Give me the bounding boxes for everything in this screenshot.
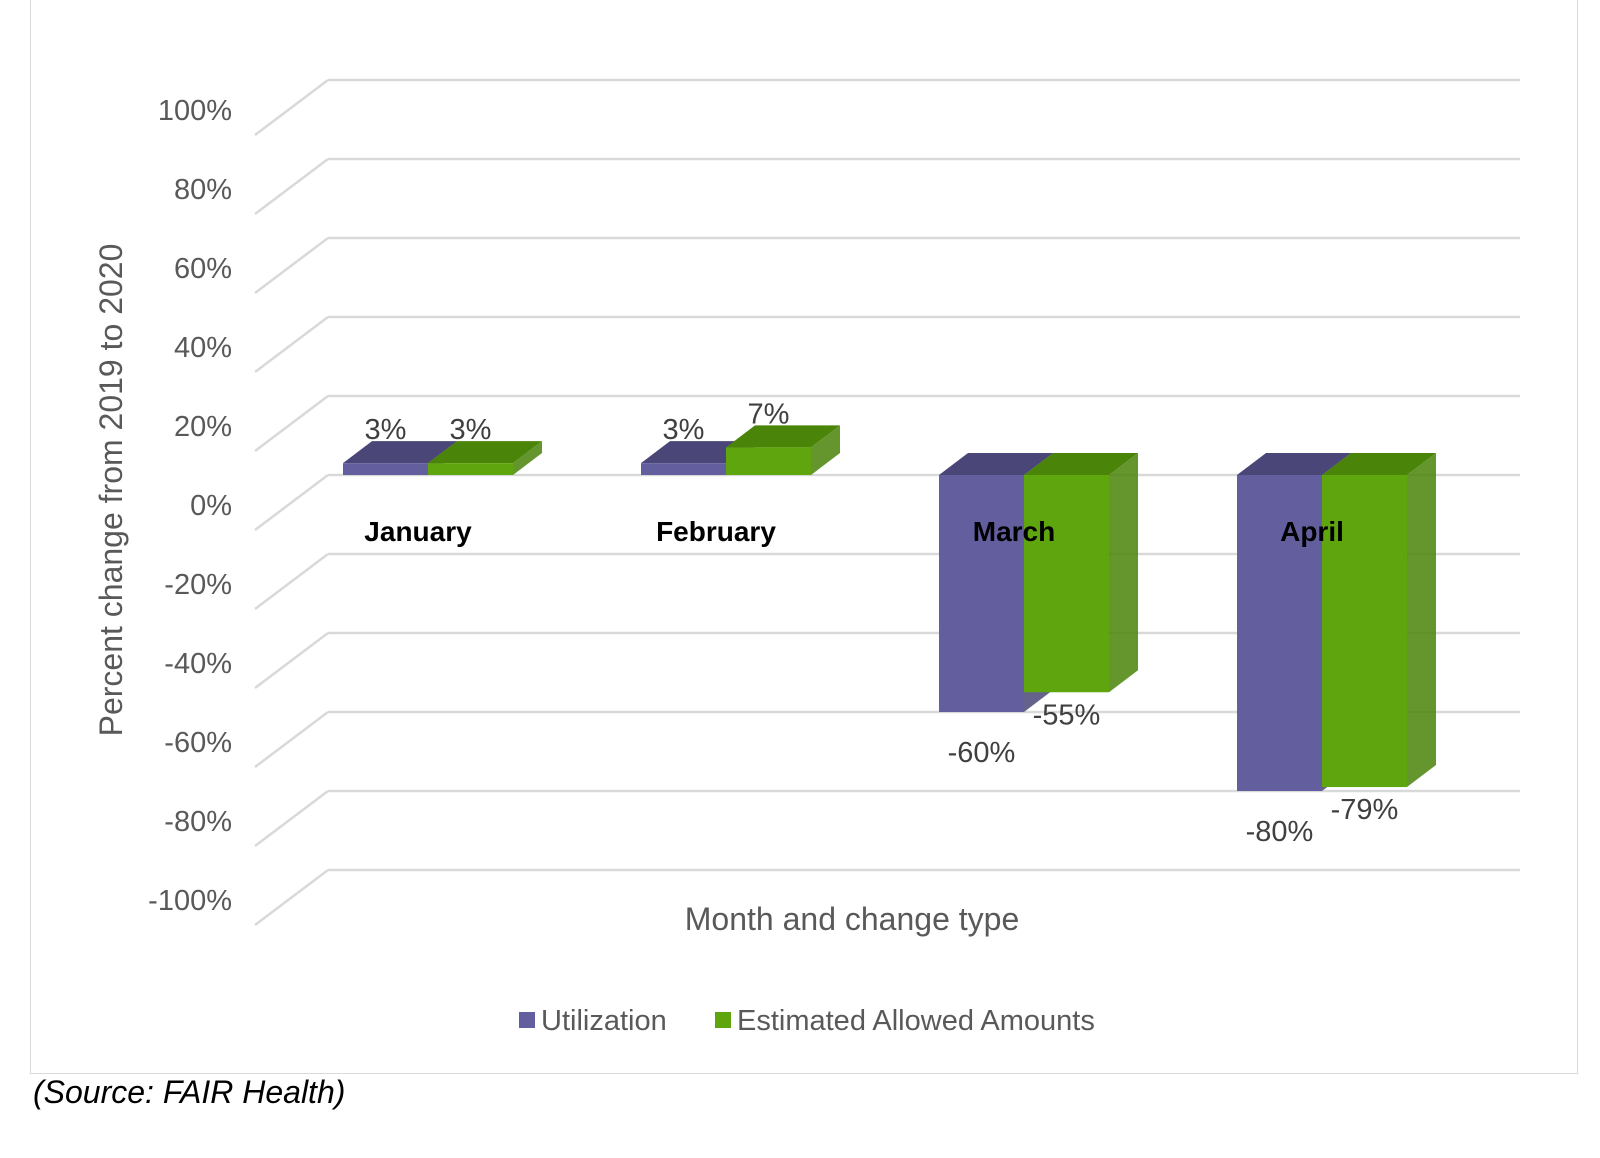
bar-utilization-march: [939, 475, 1024, 712]
bar-utilization-april: [1237, 475, 1322, 791]
y-tick-label: -100%: [148, 885, 232, 917]
bar-estimated-allowed-amounts-january: [428, 463, 513, 475]
y-tick-label: -40%: [164, 648, 232, 680]
source-note: (Source: FAIR Health): [33, 1074, 346, 1110]
y-tick-label: -20%: [164, 569, 232, 601]
y-tick-label: 40%: [174, 332, 232, 364]
data-labels: 3% 3% 3% 7% -60% -55% -80% -79%: [365, 398, 1399, 848]
gridline-depth: [254, 79, 329, 136]
y-tick-label: 60%: [174, 253, 232, 285]
category-labels: January February March April: [364, 516, 1344, 547]
gridline-depth: [254, 474, 329, 531]
legend-label-estimated-allowed-amounts: Estimated Allowed Amounts: [737, 1005, 1095, 1037]
data-label: -60%: [948, 737, 1016, 769]
category-label-january: January: [364, 516, 472, 547]
gridline-depth: [254, 632, 329, 689]
data-label: -80%: [1246, 816, 1314, 848]
bars: [343, 425, 1436, 791]
chart-frame: [30, 0, 1578, 1074]
gridline-depth: [254, 158, 329, 215]
bar-top: [343, 441, 457, 464]
category-label-february: February: [656, 516, 776, 547]
category-label-april: April: [1280, 516, 1344, 547]
y-tick-label: 20%: [174, 411, 232, 443]
gridline-depth: [254, 711, 329, 768]
x-axis-title: Month and change type: [685, 901, 1019, 937]
bar-side: [811, 425, 840, 475]
bar-top: [939, 453, 1053, 475]
y-tick-labels: 100% 80% 60% 40% 20% 0% -20% -40% -60% -80% -100%: [148, 95, 232, 917]
bar-top: [1237, 453, 1351, 475]
data-label: -55%: [1033, 699, 1101, 731]
gridline-depth: [254, 790, 329, 847]
bar-top: [1024, 453, 1138, 475]
category-label-march: March: [973, 516, 1055, 547]
gridline-depth: [254, 869, 329, 926]
data-label: 3%: [450, 414, 492, 446]
bar-side: [1109, 453, 1138, 693]
bar-estimated-allowed-amounts-february: [726, 447, 811, 475]
y-tick-label: -80%: [164, 806, 232, 838]
bar-utilization-january: [343, 463, 428, 475]
gridline-depth: [254, 316, 329, 373]
bar-estimated-allowed-amounts-march: [1024, 475, 1109, 693]
y-tick-label: 80%: [174, 174, 232, 206]
data-label: -79%: [1331, 794, 1399, 826]
legend-swatch-utilization: [519, 1012, 535, 1028]
gridline-depth: [254, 553, 329, 610]
bar-side: [513, 441, 542, 475]
legend-swatch-estimated-allowed-amounts: [715, 1012, 731, 1028]
bar-top: [428, 441, 542, 464]
bar-side: [1407, 453, 1436, 788]
data-label: 3%: [663, 414, 705, 446]
gridline-depth: [254, 237, 329, 294]
gridline-depth: [254, 395, 329, 452]
bar-estimated-allowed-amounts-april: [1322, 475, 1407, 788]
y-axis-title: Percent change from 2019 to 2020: [93, 244, 129, 737]
bar-top: [726, 425, 840, 448]
data-label: 7%: [748, 398, 790, 430]
bar-top: [1322, 453, 1436, 475]
y-tick-label: 0%: [190, 490, 232, 522]
data-label: 3%: [365, 414, 407, 446]
y-tick-label: -60%: [164, 727, 232, 759]
bar-utilization-february: [641, 463, 726, 475]
legend: Utilization Estimated Allowed Amounts: [519, 1005, 1095, 1037]
y-tick-label: 100%: [158, 95, 232, 127]
legend-label-utilization: Utilization: [541, 1005, 667, 1037]
